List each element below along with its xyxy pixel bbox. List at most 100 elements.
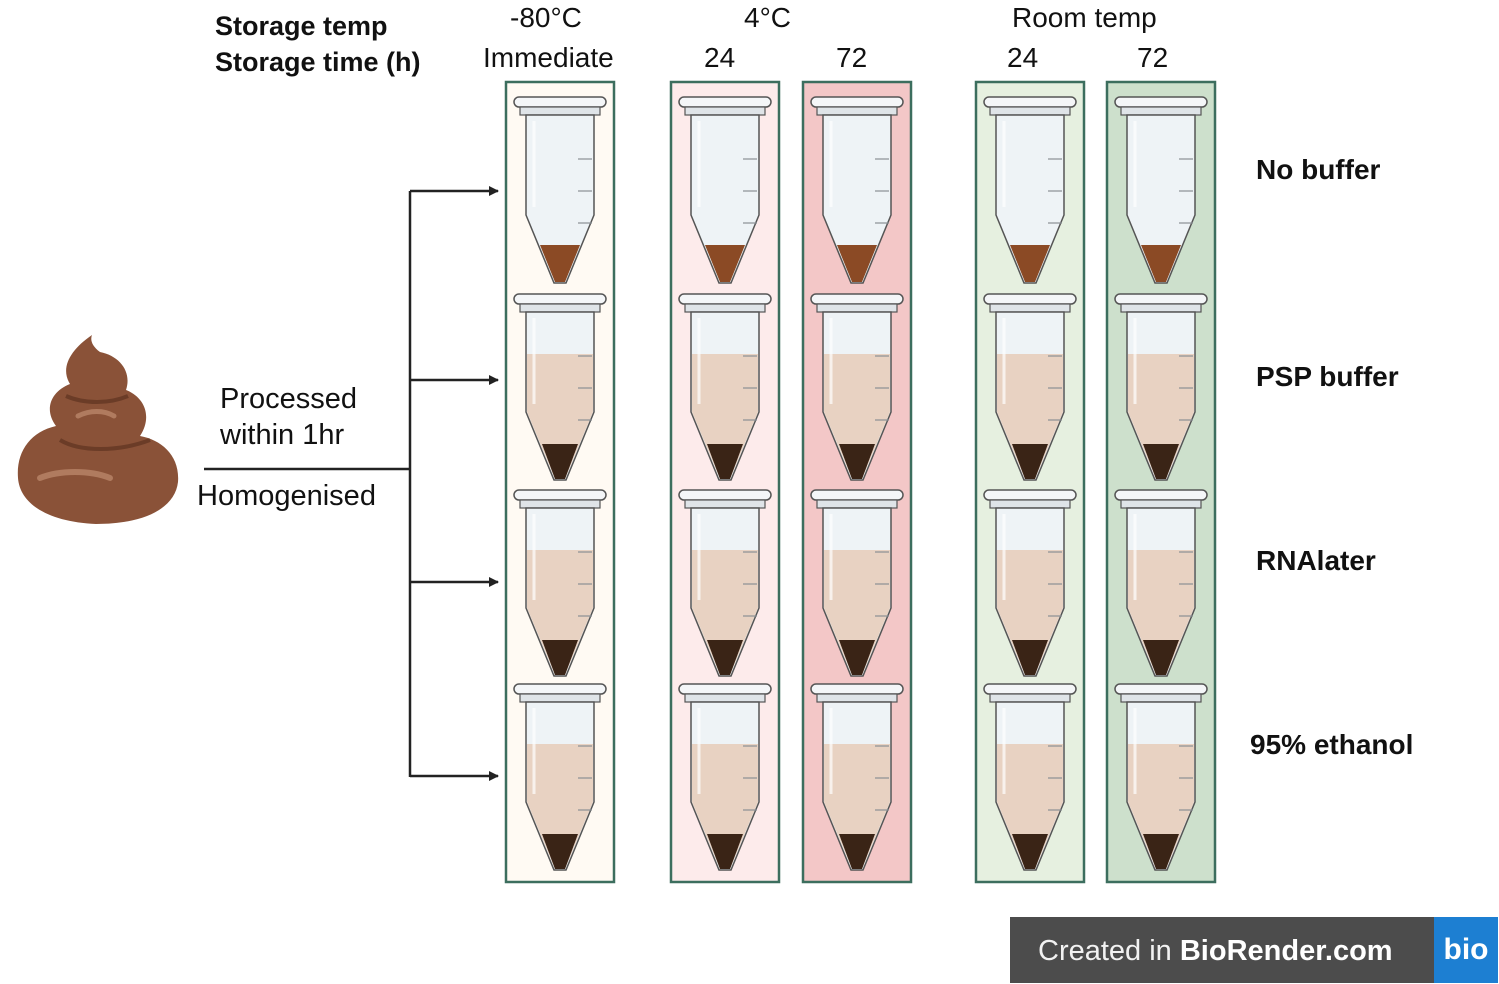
column-5	[1105, 80, 1217, 884]
tube-cap	[983, 489, 1077, 501]
tube-rim	[1120, 303, 1202, 313]
tube-cap	[983, 683, 1077, 695]
biorender-credit: Created in BioRender.com bio	[1010, 917, 1498, 983]
tube-cap	[513, 293, 607, 305]
tube-rim	[1120, 106, 1202, 116]
tube-cap	[1114, 683, 1208, 695]
tube-1-col-4	[983, 96, 1077, 284]
row-label-ethanol: 95% ethanol	[1250, 729, 1414, 760]
tube-rim	[519, 106, 601, 116]
tube-4-col-1	[513, 683, 607, 871]
storage-time-label: Storage time (h)	[215, 47, 421, 77]
tube-sediment	[1143, 834, 1179, 869]
tube-sample	[540, 245, 580, 282]
row-label-rnalater: RNAlater	[1256, 545, 1376, 576]
tube-cap	[513, 96, 607, 108]
tube-3-col-1	[513, 489, 607, 677]
tube-sediment	[839, 444, 875, 479]
tube-1-col-2	[678, 96, 772, 284]
tube-2-col-3	[810, 293, 904, 481]
tube-2-col-4	[983, 293, 1077, 481]
tube-sediment	[707, 444, 743, 479]
tube-sample	[837, 245, 877, 282]
flow-label-homogenised: Homogenised	[197, 480, 376, 512]
tube-4-col-3	[810, 683, 904, 871]
tube-4-col-4	[983, 683, 1077, 871]
column-4	[974, 80, 1086, 884]
tube-1-col-5	[1114, 96, 1208, 284]
tube-1-col-3	[810, 96, 904, 284]
tube-body	[690, 114, 760, 284]
credit-text: Created in BioRender.com	[1038, 935, 1393, 968]
tube-3-col-3	[810, 489, 904, 677]
tube-body	[1126, 114, 1196, 284]
tube-cap	[678, 96, 772, 108]
column-3	[801, 80, 913, 884]
temp-group-4c: 4°C	[744, 2, 791, 33]
tube-1-col-1	[513, 96, 607, 284]
tube-cap	[983, 293, 1077, 305]
tube-cap	[513, 683, 607, 695]
tube-rim	[816, 499, 898, 509]
tube-cap	[810, 96, 904, 108]
time-label-col3: 72	[836, 42, 868, 73]
tube-body	[995, 114, 1065, 284]
tube-rim	[684, 106, 766, 116]
tube-sample	[705, 245, 745, 282]
row-label-no-buffer: No buffer	[1256, 154, 1381, 185]
tube-sediment	[1143, 640, 1179, 675]
tube-cap	[1114, 489, 1208, 501]
tube-sample	[1010, 245, 1050, 282]
tube-sediment	[707, 834, 743, 869]
tube-rim	[519, 303, 601, 313]
tube-3-col-5	[1114, 489, 1208, 677]
tube-4-col-5	[1114, 683, 1208, 871]
column-2	[669, 80, 781, 884]
tube-cap	[810, 293, 904, 305]
tube-cap	[1114, 96, 1208, 108]
tube-rim	[684, 499, 766, 509]
tube-sediment	[542, 834, 578, 869]
tube-rim	[684, 693, 766, 703]
tube-rim	[816, 303, 898, 313]
tube-sediment	[1143, 444, 1179, 479]
credit-prefix: Created in	[1038, 935, 1180, 967]
tube-sediment	[1012, 444, 1048, 479]
tube-sediment	[1012, 640, 1048, 675]
tube-cap	[678, 489, 772, 501]
flow-label-within: within 1hr	[220, 419, 345, 451]
tube-rim	[519, 499, 601, 509]
tube-cap	[1114, 293, 1208, 305]
tube-rim	[816, 693, 898, 703]
tube-sediment	[542, 640, 578, 675]
tube-2-col-1	[513, 293, 607, 481]
tube-rim	[1120, 499, 1202, 509]
tube-cap	[513, 489, 607, 501]
credit-brand: BioRender.com	[1179, 935, 1393, 967]
tube-sediment	[707, 640, 743, 675]
tube-rim	[989, 499, 1071, 509]
tube-cap	[678, 683, 772, 695]
temp-group-room: Room temp	[1012, 2, 1157, 33]
column-1	[504, 80, 616, 884]
flow-connector	[204, 186, 499, 781]
tube-2-col-5	[1114, 293, 1208, 481]
tube-rim	[1120, 693, 1202, 703]
tube-3-col-4	[983, 489, 1077, 677]
tube-rim	[989, 106, 1071, 116]
tube-2-col-2	[678, 293, 772, 481]
time-label-col4: 24	[1007, 42, 1039, 73]
tube-sample	[1141, 245, 1181, 282]
temp-group-minus80: -80°C	[510, 2, 582, 33]
tube-rim	[519, 693, 601, 703]
tube-3-col-2	[678, 489, 772, 677]
tube-cap	[983, 96, 1077, 108]
tube-body	[525, 114, 595, 284]
time-label-col2: 24	[704, 42, 736, 73]
tube-sediment	[839, 834, 875, 869]
row-label-psp-buffer: PSP buffer	[1256, 361, 1399, 392]
tube-sediment	[1012, 834, 1048, 869]
tube-sediment	[839, 640, 875, 675]
